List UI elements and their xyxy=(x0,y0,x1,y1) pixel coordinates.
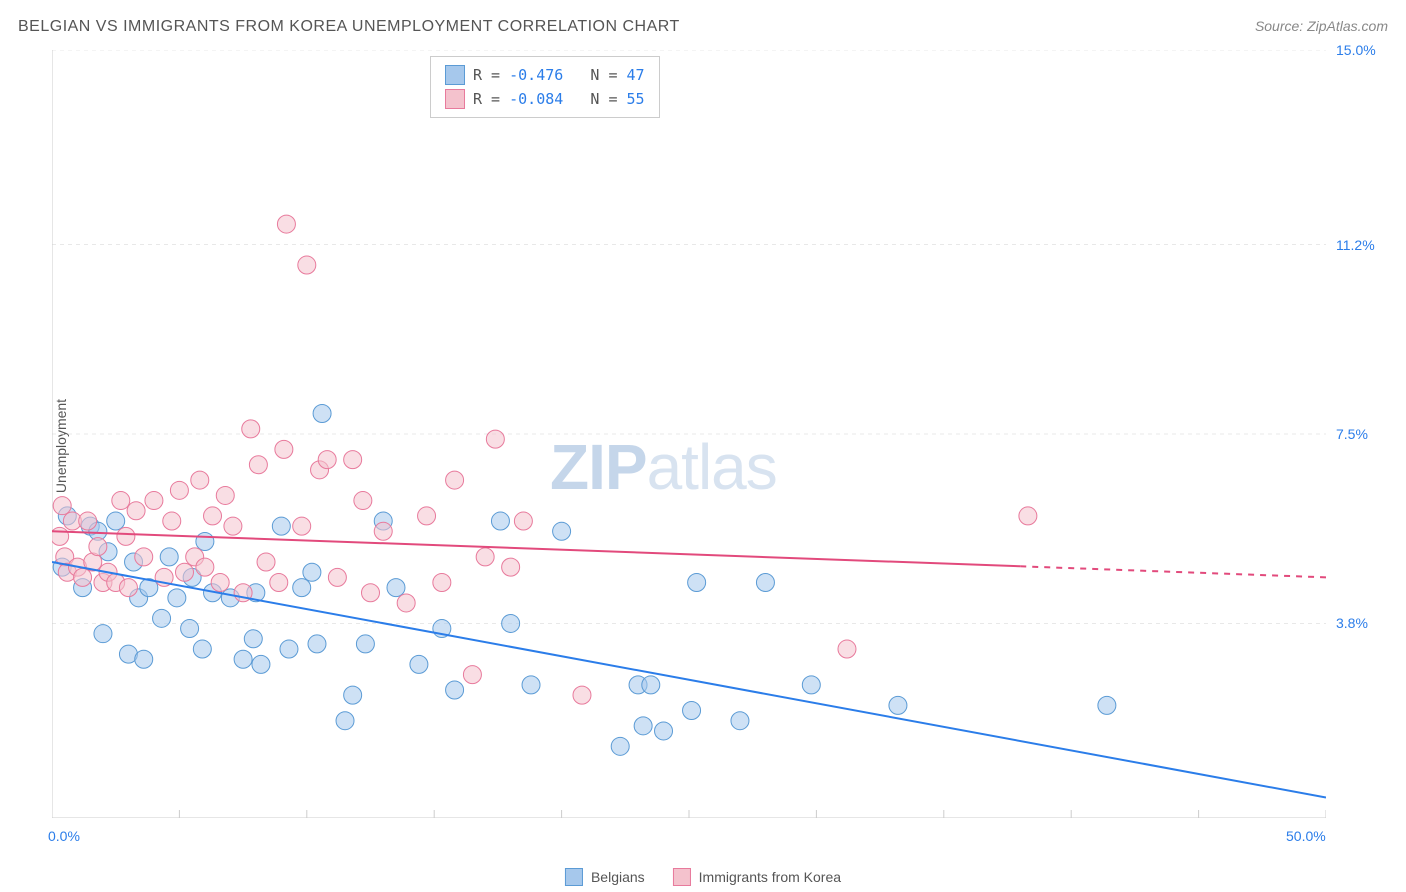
correlation-legend: R = -0.476 N = 47 R = -0.084 N = 55 xyxy=(430,56,660,118)
legend-item: Belgians xyxy=(565,868,645,886)
correlation-legend-row: R = -0.476 N = 47 xyxy=(445,63,645,87)
legend-swatch xyxy=(565,868,583,886)
scatter-plot-svg xyxy=(52,50,1326,818)
correlation-text: R = -0.476 N = 47 xyxy=(473,66,645,84)
chart-title: BELGIAN VS IMMIGRANTS FROM KOREA UNEMPLO… xyxy=(18,18,680,36)
legend-label: Belgians xyxy=(591,869,645,885)
legend-item: Immigrants from Korea xyxy=(673,868,841,886)
y-tick-label: 7.5% xyxy=(1336,426,1368,442)
y-tick-label: 15.0% xyxy=(1336,42,1376,58)
correlation-text: R = -0.084 N = 55 xyxy=(473,90,645,108)
legend-swatch xyxy=(445,65,465,85)
legend-swatch xyxy=(445,89,465,109)
y-tick-label: 11.2% xyxy=(1336,237,1375,253)
legend-label: Immigrants from Korea xyxy=(699,869,841,885)
chart-source: Source: ZipAtlas.com xyxy=(1255,18,1388,34)
correlation-legend-row: R = -0.084 N = 55 xyxy=(445,87,645,111)
x-tick-label: 50.0% xyxy=(1286,828,1326,844)
x-tick-label: 0.0% xyxy=(48,828,80,844)
y-tick-label: 3.8% xyxy=(1336,615,1368,631)
series-legend: Belgians Immigrants from Korea xyxy=(565,868,841,886)
legend-swatch xyxy=(673,868,691,886)
plot-area xyxy=(52,50,1326,818)
